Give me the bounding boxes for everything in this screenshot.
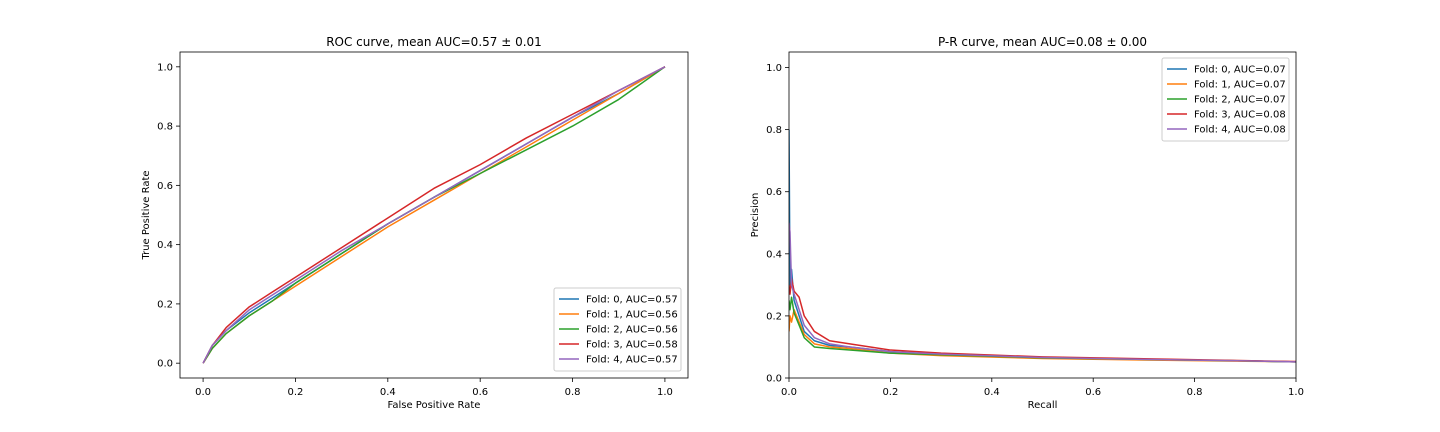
axes-frame xyxy=(788,51,1297,379)
y-tick-label: 0.2 xyxy=(157,299,173,310)
y-tick-label: 0.0 xyxy=(766,374,782,385)
legend-label: Fold: 2, AUC=0.07 xyxy=(1194,95,1286,106)
y-tick-label: 1.0 xyxy=(766,63,782,74)
x-tick-label: 0.8 xyxy=(1187,387,1203,398)
legend-box xyxy=(1161,57,1290,142)
x-tick-label: 0.2 xyxy=(882,387,898,398)
x-tick-label: 1.0 xyxy=(657,387,673,398)
plot-area xyxy=(789,129,1296,363)
legend-label: Fold: 4, AUC=0.57 xyxy=(586,355,678,366)
legend: Fold: 0, AUC=0.07 Fold: 1, AUC=0.07 Fold: … xyxy=(1161,57,1290,142)
legend-label: Fold: 3, AUC=0.08 xyxy=(1194,110,1286,121)
plot-area xyxy=(202,66,666,364)
legend: Fold: 0, AUC=0.57 Fold: 1, AUC=0.56 Fold: … xyxy=(553,287,682,372)
y-tick-label: 0.4 xyxy=(157,240,173,251)
x-tick-label: 0.8 xyxy=(565,387,581,398)
y-axis-label: True Positive Rate xyxy=(141,170,152,260)
chart-title: ROC curve, mean AUC=0.57 ± 0.01 xyxy=(326,35,542,49)
legend-label: Fold: 1, AUC=0.56 xyxy=(586,310,678,321)
y-axis-label: Precision xyxy=(750,193,761,238)
legend-label: Fold: 0, AUC=0.07 xyxy=(1194,65,1286,76)
axes-frame xyxy=(179,51,689,379)
x-tick-label: 0.4 xyxy=(380,387,396,398)
y-tick-label: 1.0 xyxy=(157,62,173,73)
series-line-fold-3 xyxy=(202,66,666,364)
x-tick-label: 1.0 xyxy=(1288,387,1304,398)
pr-panel: P-R curve, mean AUC=0.08 ± 0.00 0.0 0.2 0.4… xyxy=(750,35,1304,411)
legend-label: Fold: 1, AUC=0.07 xyxy=(1194,80,1286,91)
legend-label: Fold: 4, AUC=0.08 xyxy=(1194,125,1286,136)
legend-label: Fold: 3, AUC=0.58 xyxy=(586,340,678,351)
y-tick-label: 0.8 xyxy=(157,122,173,133)
x-tick-label: 0.0 xyxy=(781,387,797,398)
y-tick-label: 0.8 xyxy=(766,125,782,136)
x-tick-label: 0.6 xyxy=(472,387,488,398)
y-tick-label: 0.6 xyxy=(157,181,173,192)
chart-title: P-R curve, mean AUC=0.08 ± 0.00 xyxy=(938,35,1147,49)
series-line-fold-2 xyxy=(202,66,666,364)
x-axis-label: Recall xyxy=(1028,400,1058,411)
x-tick-label: 0.2 xyxy=(288,387,304,398)
x-axis-label: False Positive Rate xyxy=(388,400,481,411)
roc-panel: ROC curve, mean AUC=0.57 ± 0.01 0.0 0.2 0.4… xyxy=(141,35,689,411)
x-tick-label: 0.4 xyxy=(984,387,1000,398)
y-tick-label: 0.0 xyxy=(157,359,173,370)
x-tick-label: 0.0 xyxy=(195,387,211,398)
y-tick-label: 0.6 xyxy=(766,187,782,198)
x-tick-label: 0.6 xyxy=(1085,387,1101,398)
legend-label: Fold: 0, AUC=0.57 xyxy=(586,295,678,306)
series-line-fold-4 xyxy=(789,222,1296,363)
legend-box xyxy=(553,287,682,372)
legend-label: Fold: 2, AUC=0.56 xyxy=(586,325,678,336)
y-tick-label: 0.2 xyxy=(766,311,782,322)
y-tick-label: 0.4 xyxy=(766,249,782,260)
series-line-fold-4 xyxy=(202,66,666,364)
